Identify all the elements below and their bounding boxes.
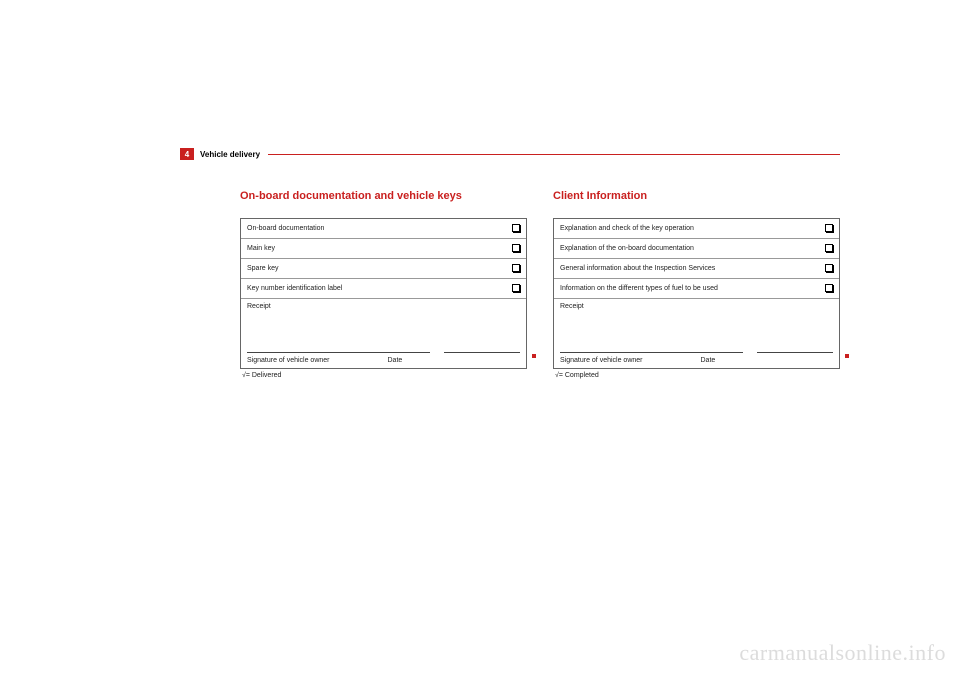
checklist-label: On-board documentation [247,223,324,233]
checkbox-icon[interactable] [825,284,833,292]
checklist-label: Explanation of the on-board documentatio… [560,243,694,253]
left-section-title: On-board documentation and vehicle keys [240,190,527,204]
signature-owner-col [560,352,743,353]
left-column: On-board documentation and vehicle keys … [240,190,527,379]
checklist-row: General information about the Inspection… [554,259,839,279]
signature-date-label: Date [643,357,834,364]
right-footer-note: √= Completed [553,372,840,379]
content-columns: On-board documentation and vehicle keys … [240,190,840,379]
signature-captions: Signature of vehicle owner Date [241,357,526,368]
left-box: On-board documentation Main key Spare ke… [240,218,527,369]
checklist-row: Information on the different types of fu… [554,279,839,299]
signature-line [444,352,520,353]
signature-date-label: Date [330,357,521,364]
section-end-marker-icon [532,354,536,358]
left-footer-note: √= Delivered [240,372,527,379]
right-section-title: Client Information [553,190,840,204]
checklist-label: General information about the Inspection… [560,263,715,273]
receipt-label: Receipt [560,303,833,310]
header-rule [268,154,840,155]
checklist-label: Spare key [247,263,279,273]
checklist-label: Key number identification label [247,283,342,293]
signature-date-col [444,352,520,353]
checklist-row: Explanation of the on-board documentatio… [554,239,839,259]
checklist-row: Explanation and check of the key operati… [554,219,839,239]
checkbox-icon[interactable] [512,264,520,272]
page-header: 4 Vehicle delivery [180,148,840,160]
signature-line [757,352,833,353]
signature-line [560,352,743,353]
checkbox-icon[interactable] [512,244,520,252]
signature-captions: Signature of vehicle owner Date [554,357,839,368]
checkbox-icon[interactable] [825,264,833,272]
checklist-row: Key number identification label [241,279,526,299]
checklist-row: On-board documentation [241,219,526,239]
signature-area [554,312,839,357]
signature-area [241,312,526,357]
signature-owner-label: Signature of vehicle owner [560,357,643,364]
section-end-marker-icon [845,354,849,358]
checklist-label: Main key [247,243,275,253]
signature-owner-label: Signature of vehicle owner [247,357,330,364]
checkbox-icon[interactable] [512,224,520,232]
checklist-row: Spare key [241,259,526,279]
page-number-badge: 4 [180,148,194,160]
signature-line [247,352,430,353]
signature-date-col [757,352,833,353]
checklist-row: Main key [241,239,526,259]
checkbox-icon[interactable] [825,224,833,232]
checkbox-icon[interactable] [825,244,833,252]
right-box: Explanation and check of the key operati… [553,218,840,369]
signature-owner-col [247,352,430,353]
receipt-area: Receipt [241,299,526,312]
header-title: Vehicle delivery [200,150,260,159]
receipt-area: Receipt [554,299,839,312]
checkbox-icon[interactable] [512,284,520,292]
watermark-text: carmanualsonline.info [739,640,946,666]
right-column: Client Information Explanation and check… [553,190,840,379]
checklist-label: Information on the different types of fu… [560,283,718,293]
receipt-label: Receipt [247,303,520,310]
checklist-label: Explanation and check of the key operati… [560,223,694,233]
